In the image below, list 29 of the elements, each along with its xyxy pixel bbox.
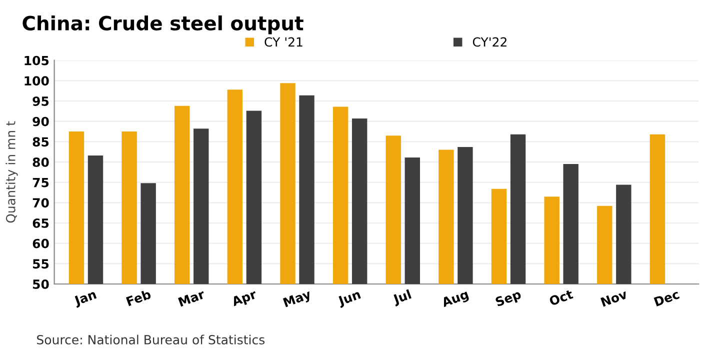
x-tick-label: Jun [336,290,362,308]
legend-label: CY'22 [472,37,506,47]
y-tick-label: 95 [32,96,49,106]
x-tick-label: Aug [440,289,470,310]
y-tick-label: 70 [32,198,49,208]
chart-title: China: Crude steel output [22,15,304,34]
x-tick-label: Mar [178,289,206,307]
y-axis-title: Quantity in mn t [6,121,18,223]
x-tick-label: May [282,289,313,310]
y-tick-label: 65 [32,218,49,228]
x-tick-label: Sep [494,289,522,309]
x-tick-label: Feb [126,289,152,306]
x-tick-label: Jan [73,290,98,308]
y-tick-label: 90 [32,116,49,126]
source-note: Source: National Bureau of Statistics [37,334,265,344]
y-tick-label: 75 [32,178,49,188]
x-tick-label: Nov [600,289,628,307]
y-tick-label: 50 [33,279,49,289]
x-tick-label: Jul [392,289,412,306]
x-tick-label: Apr [230,289,258,309]
x-tick-label: Dec [654,290,680,307]
y-tick-label: 55 [33,259,49,269]
legend-label: CY '21 [264,37,302,47]
y-tick-label: 60 [32,238,49,248]
x-tick-label: Oct [548,289,574,306]
y-tick-label: 85 [32,137,49,147]
y-tick-label: 105 [24,56,49,66]
y-tick-label: 100 [24,76,49,86]
y-tick-label: 80 [32,157,49,167]
